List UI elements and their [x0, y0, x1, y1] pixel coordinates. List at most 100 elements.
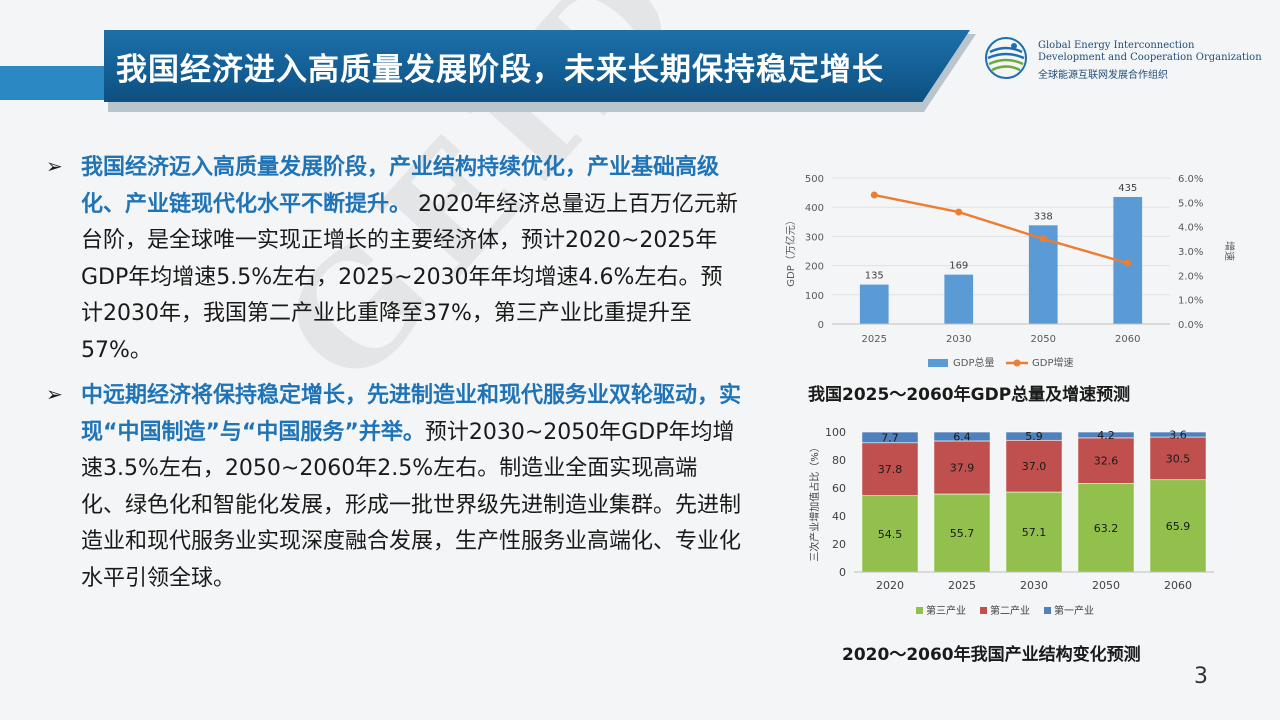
- x-tick-label: 2060: [1115, 334, 1140, 345]
- bullet-arrow-icon: ➢: [46, 382, 63, 406]
- legend-swatch-gdp: [928, 359, 948, 367]
- gdp-bar: [859, 284, 889, 324]
- legend-label: 第三产业: [926, 604, 966, 617]
- stacked-bar-segment: [861, 495, 919, 573]
- segment-data-label: 6.4: [953, 430, 971, 443]
- segment-data-label: 55.7: [950, 527, 975, 540]
- legend-label: GDP增速: [1032, 356, 1073, 369]
- y2-tick-label: 5.0%: [1178, 198, 1203, 209]
- y2-tick-label: 4.0%: [1178, 223, 1203, 234]
- title-banner: [104, 30, 970, 102]
- y-tick-label: 300: [805, 232, 824, 243]
- bullet-arrow-icon: ➢: [46, 154, 63, 178]
- industry-structure-chart: 0 20 40 60 80 100 三次产业增加值占比（%） 54.5 37.8 7.7 2020 5…: [808, 426, 1214, 617]
- industry-chart-title: 2020～2060年我国产业结构变化预测: [842, 645, 1141, 665]
- logo-name-en: Global Energy Interconnection Developmen…: [1038, 40, 1262, 64]
- x-tick-label: 2050: [1092, 579, 1120, 592]
- y-tick-label: 0: [839, 566, 846, 579]
- growth-point: [1039, 235, 1047, 243]
- segment-data-label: 63.2: [1094, 522, 1119, 535]
- segment-data-label: 37.8: [878, 463, 903, 476]
- logo-name-en-line2: Development and Cooperation Organization: [1038, 52, 1262, 63]
- growth-point: [870, 191, 878, 199]
- growth-point: [1124, 259, 1132, 267]
- x-tick-label: 2050: [1031, 334, 1056, 345]
- stacked-bar-segment: [1149, 479, 1207, 573]
- y-tick-label: 500: [805, 174, 824, 185]
- legend-swatch: [916, 607, 923, 614]
- bar-data-label: 169: [949, 261, 968, 272]
- y-tick-label: 100: [825, 426, 846, 439]
- gdp-forecast-chart: 0 100 200 300 400 500 0.0% 1.0% 2.0% 3.0% 4.0% 5.0%…: [784, 174, 1236, 369]
- stacked-bar-segment: [1005, 491, 1063, 573]
- x-tick-label: 2020: [876, 579, 904, 592]
- stacked-bar-segment: [1005, 431, 1063, 441]
- stacked-bar-segment: [861, 442, 919, 496]
- growth-line: [874, 193, 1129, 265]
- stacked-bar-segment: [1077, 483, 1135, 573]
- y2-tick-label: 6.0%: [1178, 174, 1203, 185]
- segment-data-label: 57.1: [1022, 526, 1047, 539]
- bar-data-label: 338: [1034, 211, 1053, 222]
- legend-label: 第一产业: [1054, 604, 1094, 617]
- bullet-highlight: 中远期经济将保持稳定增长，先进制造业和现代服务业双轮驱动，实现“中国制造”与“中…: [81, 383, 742, 445]
- x-tick-label: 2060: [1164, 579, 1192, 592]
- segment-data-label: 65.9: [1166, 520, 1191, 533]
- y2-tick-label: 1.0%: [1178, 296, 1203, 307]
- segment-data-label: 37.0: [1022, 460, 1047, 473]
- y-tick-label: 0: [818, 320, 824, 331]
- y-axis-label: GDP（万亿元）: [784, 215, 797, 286]
- segment-data-label: 3.6: [1169, 429, 1187, 442]
- stacked-bar-segment: [933, 493, 991, 573]
- y-tick-label: 80: [832, 454, 846, 467]
- bullet-text: 中远期经济将保持稳定增长，先进制造业和现代服务业双轮驱动，实现“中国制造”与“中…: [81, 378, 741, 597]
- gdp-chart-title: 我国2025～2060年GDP总量及增速预测: [808, 385, 1131, 405]
- segment-data-label: 4.2: [1097, 429, 1115, 442]
- y-tick-label: 40: [832, 510, 846, 523]
- x-tick-label: 2025: [862, 334, 887, 345]
- segment-data-label: 30.5: [1166, 452, 1191, 465]
- x-tick-label: 2025: [948, 579, 976, 592]
- y2-tick-label: 0.0%: [1178, 320, 1203, 331]
- y-tick-label: 100: [805, 291, 824, 302]
- banner-accent-bar: [0, 66, 112, 100]
- bullet-body: 预计2030~2050年GDP年均增速3.5%左右，2050~2060年2.5%…: [81, 419, 742, 591]
- legend-swatch: [1044, 607, 1051, 614]
- y-tick-label: 200: [805, 262, 824, 273]
- segment-data-label: 37.9: [950, 461, 975, 474]
- x-tick-label: 2030: [1020, 579, 1048, 592]
- segment-data-label: 7.7: [881, 431, 899, 444]
- segment-data-label: 54.5: [878, 528, 903, 541]
- stacked-bar-segment: [1077, 431, 1135, 439]
- y2-tick-label: 3.0%: [1178, 247, 1203, 258]
- slide-title: 我国经济进入高质量发展阶段，未来长期保持稳定增长: [116, 52, 884, 88]
- y-tick-label: 60: [832, 482, 846, 495]
- bullet-body: 2020年经济总量迈上百万亿元新台阶，是全球唯一实现正增长的主要经济体，预计20…: [81, 191, 738, 363]
- stacked-bar-segment: [933, 440, 991, 495]
- y-tick-label: 400: [805, 203, 824, 214]
- globe-logo-icon: [985, 37, 1027, 79]
- stacked-bar-segment: [1005, 439, 1063, 493]
- bullet-highlight: 我国经济迈入高质量发展阶段，产业结构持续优化，产业基础高级化、产业链现代化水平不…: [81, 155, 720, 217]
- bar-data-label: 435: [1118, 183, 1137, 194]
- logo-name-cn: 全球能源互联网发展合作组织: [1038, 70, 1168, 81]
- stacked-bar-segment: [1149, 431, 1207, 438]
- x-tick-label: 2030: [946, 334, 971, 345]
- y2-axis-label: 增速: [1223, 241, 1236, 261]
- legend-swatch: [980, 607, 987, 614]
- y-tick-label: 20: [832, 538, 846, 551]
- legend-label: GDP总量: [953, 356, 994, 369]
- y-axis-label: 三次产业增加值占比（%）: [808, 442, 821, 562]
- segment-data-label: 5.9: [1025, 430, 1043, 443]
- legend-marker-growth: [1013, 359, 1021, 367]
- legend-label: 第二产业: [990, 604, 1030, 617]
- gdp-bar: [944, 274, 974, 324]
- y2-tick-label: 2.0%: [1178, 271, 1203, 282]
- segment-data-label: 32.6: [1094, 455, 1119, 468]
- bar-data-label: 135: [865, 271, 884, 282]
- logo-name-en-line1: Global Energy Interconnection: [1038, 40, 1195, 51]
- stacked-bar-segment: [1149, 436, 1207, 481]
- page-number: 3: [1194, 664, 1208, 689]
- stacked-bar-segment: [933, 431, 991, 442]
